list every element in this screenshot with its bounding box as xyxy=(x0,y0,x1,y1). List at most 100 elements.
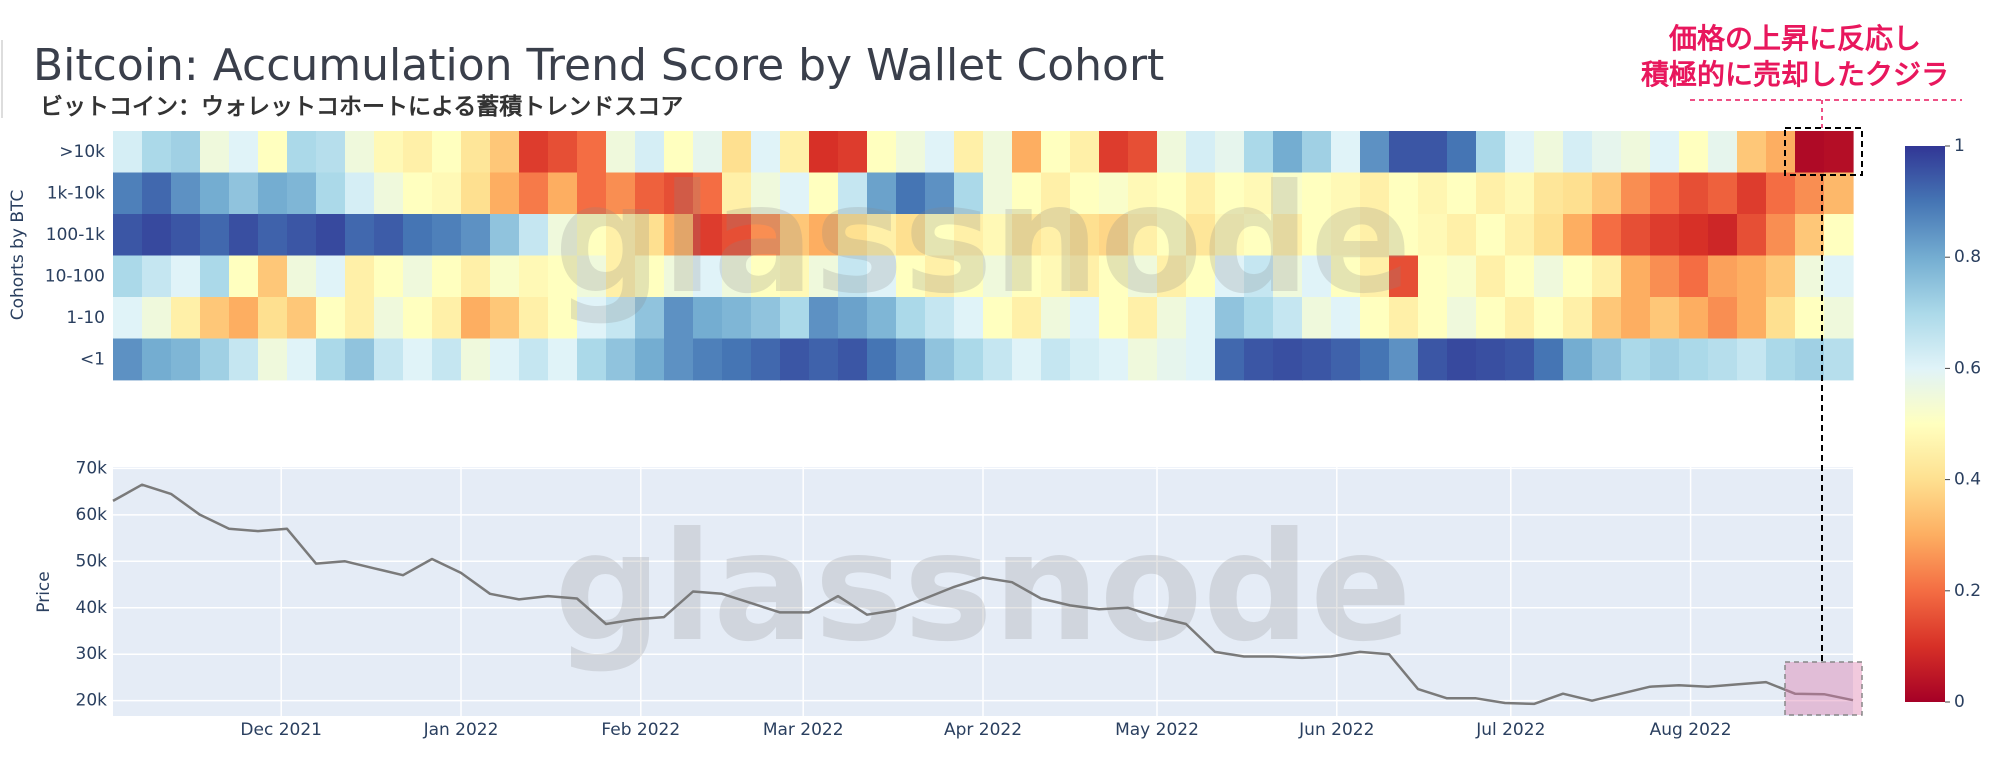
heatmap-cell xyxy=(896,255,926,298)
x-tick-label: Dec 2021 xyxy=(240,720,322,740)
heatmap-cell xyxy=(1012,255,1042,298)
heatmap-cell xyxy=(432,214,462,256)
heatmap-cell xyxy=(171,255,201,298)
heatmap-cell xyxy=(461,131,491,173)
heatmap-cell xyxy=(316,338,346,381)
heatmap-cell xyxy=(635,131,665,173)
heatmap-cell xyxy=(1563,214,1593,256)
heatmap-cell xyxy=(780,172,810,215)
heatmap-cell xyxy=(113,172,143,215)
heatmap-cell xyxy=(432,131,462,173)
heatmap-cell xyxy=(1186,131,1216,173)
heatmap-cell xyxy=(838,338,868,381)
heatmap-cell xyxy=(751,338,781,381)
heatmap-cell xyxy=(1215,338,1245,381)
heatmap-cell xyxy=(287,214,317,256)
heatmap-cell xyxy=(316,297,346,339)
heatmap-cell xyxy=(867,338,897,381)
heatmap-cell xyxy=(1447,172,1477,215)
heatmap-cell xyxy=(1099,131,1129,173)
heatmap-cell xyxy=(548,131,578,173)
heatmap-cell xyxy=(1099,255,1129,298)
heatmap-cell xyxy=(519,214,549,256)
heatmap-cell xyxy=(258,131,288,173)
heatmap-cell xyxy=(1389,131,1419,173)
heatmap-cell xyxy=(1563,255,1593,298)
heatmap-cell xyxy=(1766,214,1796,256)
heatmap-cell xyxy=(1215,255,1245,298)
heatmap-cell xyxy=(1215,297,1245,339)
heatmap-cell xyxy=(1360,172,1390,215)
heatmap-cell xyxy=(113,297,143,339)
heatmap-cell xyxy=(1505,214,1535,256)
heatmap-cell xyxy=(1650,255,1680,298)
heatmap-cell xyxy=(1621,338,1651,381)
heatmap-cell xyxy=(1824,172,1854,215)
y-axis-title: Price xyxy=(34,571,54,612)
heatmap-cell xyxy=(809,214,839,256)
heatmap-cell xyxy=(1360,338,1390,381)
heatmap-cell xyxy=(1534,172,1564,215)
heatmap-cell xyxy=(1708,338,1738,381)
heatmap-cell xyxy=(1650,297,1680,339)
heatmap-cell xyxy=(983,214,1013,256)
x-tick-label: Mar 2022 xyxy=(763,720,844,740)
x-tick-label: Aug 2022 xyxy=(1650,720,1732,740)
heatmap-cell xyxy=(345,338,375,381)
heatmap-cell xyxy=(954,338,984,381)
heatmap-cell xyxy=(1099,214,1129,256)
heatmap-cell xyxy=(200,214,230,256)
x-tick-label: Jan 2022 xyxy=(423,720,499,740)
heatmap-cell xyxy=(258,297,288,339)
heatmap-cell xyxy=(1824,255,1854,298)
heatmap-cell xyxy=(258,172,288,215)
heatmap-cell xyxy=(403,297,433,339)
heatmap-cell xyxy=(1795,214,1825,256)
heatmap-cell xyxy=(403,172,433,215)
heatmap-cell xyxy=(693,255,723,298)
heatmap-cell xyxy=(1679,338,1709,381)
heatmap-cell xyxy=(1070,255,1100,298)
heatmap-cell xyxy=(1621,214,1651,256)
heatmap-cell xyxy=(287,338,317,381)
heatmap-cell xyxy=(1708,131,1738,173)
heatmap-cell xyxy=(229,255,259,298)
heatmap-cell xyxy=(606,172,636,215)
heatmap-cell xyxy=(954,214,984,256)
heatmap-cell xyxy=(1360,214,1390,256)
heatmap-cell xyxy=(780,131,810,173)
heatmap-cell xyxy=(722,255,752,298)
heatmap-cell xyxy=(258,338,288,381)
heatmap-cell xyxy=(1824,214,1854,256)
heatmap-cell xyxy=(780,255,810,298)
heatmap-cell xyxy=(896,172,926,215)
heatmap-cell xyxy=(838,297,868,339)
heatmap-cell xyxy=(867,172,897,215)
heatmap-cell xyxy=(1099,172,1129,215)
heatmap-cell xyxy=(403,255,433,298)
colorbar-tick-label: 1 xyxy=(1954,136,1965,156)
y-tick-label: >10k xyxy=(59,142,105,162)
heatmap-cell xyxy=(1360,255,1390,298)
heatmap-cell xyxy=(1331,214,1361,256)
plots: >10k 1k-10k 100-1k 10-100 1-10 <1 glassnode 0 0.… xyxy=(45,131,1981,740)
heatmap-cell xyxy=(1679,172,1709,215)
heatmap-cell xyxy=(1563,172,1593,215)
heatmap-cell xyxy=(722,172,752,215)
heatmap-cell xyxy=(1244,338,1274,381)
heatmap-cell xyxy=(1476,214,1506,256)
heatmap-cell xyxy=(519,172,549,215)
heatmap-cell xyxy=(606,214,636,256)
heatmap-cell xyxy=(461,172,491,215)
heatmap-cell xyxy=(664,172,694,215)
heatmap-cell xyxy=(345,172,375,215)
heatmap-cell xyxy=(1302,255,1332,298)
colorbar-tick-label: 0.4 xyxy=(1954,470,1981,490)
x-tick-label: Apr 2022 xyxy=(944,720,1022,740)
heatmap-cell xyxy=(1273,172,1303,215)
heatmap-cell xyxy=(490,297,520,339)
heatmap-cell xyxy=(1128,255,1158,298)
heatmap-cell xyxy=(432,172,462,215)
heatmap-cell xyxy=(1708,297,1738,339)
heatmap-cell xyxy=(1302,131,1332,173)
